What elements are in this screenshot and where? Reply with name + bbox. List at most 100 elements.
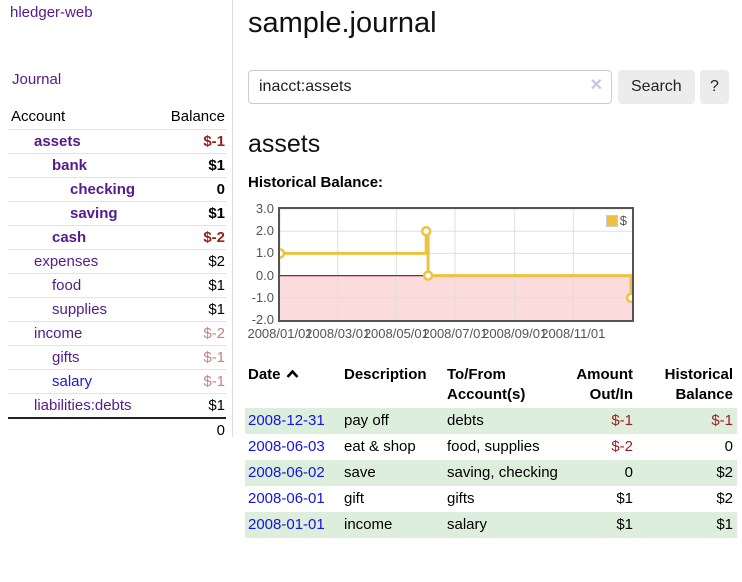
transaction-balance: $2: [716, 464, 733, 481]
transaction-accounts: gifts: [447, 490, 475, 507]
x-axis-tick-label: 2008/01/01: [247, 326, 313, 341]
transaction-date-link[interactable]: 2008-01-01: [248, 516, 325, 533]
account-link[interactable]: liabilities:debts: [34, 397, 132, 414]
register-col-balance: Historical Balance: [664, 366, 733, 403]
accounts-total-value: 0: [157, 417, 226, 442]
register-col-tofrom: To/From Account(s): [447, 366, 526, 403]
account-balance: $-1: [157, 345, 226, 370]
account-link[interactable]: food: [52, 277, 82, 294]
transaction-date-link[interactable]: 2008-12-31: [248, 412, 325, 429]
register-col-date: Date: [245, 363, 344, 408]
account-balance: $1: [157, 153, 226, 178]
account-link[interactable]: gifts: [52, 349, 80, 366]
account-balance: $1: [157, 273, 226, 298]
register-row: 2008-06-02 save saving, checking 0 $2: [245, 460, 737, 486]
chart-legend: $: [604, 213, 628, 228]
account-link[interactable]: expenses: [34, 253, 99, 270]
transaction-description: income: [344, 516, 393, 533]
legend-swatch-icon: [605, 214, 618, 227]
transaction-date-link[interactable]: 2008-06-02: [248, 464, 325, 481]
account-link[interactable]: bank: [52, 157, 88, 174]
x-axis-tick-label: 2008/11/01: [541, 326, 606, 341]
register-row: 2008-06-03 eat & shop food, supplies $-2…: [245, 434, 737, 460]
transaction-date-link[interactable]: 2008-06-01: [248, 490, 325, 507]
transaction-accounts: debts: [447, 412, 484, 429]
account-row: saving $1: [8, 201, 226, 226]
transaction-amount: $1: [616, 516, 633, 533]
accounts-col-balance: Balance: [170, 108, 225, 125]
transaction-balance: 0: [724, 438, 733, 455]
search-input[interactable]: [248, 70, 612, 104]
account-link[interactable]: supplies: [52, 301, 108, 318]
clear-search-icon[interactable]: ✕: [589, 77, 603, 94]
account-row: assets $-1: [8, 129, 226, 154]
page-title: sample.journal: [248, 7, 437, 39]
y-axis-tick-label: -2.0: [251, 312, 274, 327]
search-button[interactable]: Search: [618, 70, 695, 104]
account-row: expenses $2: [8, 249, 226, 274]
transaction-date-link[interactable]: 2008-06-03: [248, 438, 325, 455]
x-axis-tick-label: 2008/05/01: [363, 326, 429, 341]
sidebar-item-journal[interactable]: Journal: [12, 71, 62, 88]
transaction-accounts: food, supplies: [447, 438, 540, 455]
account-balance: $1: [157, 393, 226, 418]
transaction-balance: $-1: [711, 412, 733, 429]
transaction-amount: $-2: [611, 438, 633, 455]
transaction-description: pay off: [344, 412, 389, 429]
app-title-link[interactable]: hledger-web: [10, 4, 93, 21]
account-balance: $-2: [157, 321, 226, 346]
account-link[interactable]: income: [34, 325, 83, 342]
account-row: gifts $-1: [8, 345, 226, 370]
transaction-amount: 0: [624, 464, 633, 481]
account-row: income $-2: [8, 321, 226, 346]
transaction-balance: $1: [716, 516, 733, 533]
register-row: 2008-12-31 pay off debts $-1 $-1: [245, 408, 737, 434]
account-heading: assets: [248, 130, 321, 158]
accounts-total-row: 0: [8, 417, 226, 442]
account-balance: $1: [157, 297, 226, 322]
account-row: cash $-2: [8, 225, 226, 250]
register-row: 2008-01-01 income salary $1 $1: [245, 512, 737, 538]
register-row: 2008-06-01 gift gifts $1 $2: [245, 486, 737, 512]
account-row: liabilities:debts $1: [8, 393, 226, 418]
register-col-amount: Amount Out/In: [576, 366, 633, 403]
account-link[interactable]: saving: [70, 205, 118, 222]
help-button[interactable]: ?: [700, 70, 729, 104]
account-balance: $-1: [157, 129, 226, 154]
transaction-amount: $-1: [611, 412, 633, 429]
transaction-description: gift: [344, 490, 365, 507]
x-axis-tick-label: 2008/09/01: [482, 326, 548, 341]
register-table: Date Description To/From Account(s) Amoun…: [245, 363, 737, 538]
y-axis-tick-label: 2.0: [255, 223, 274, 239]
y-axis-tick-label: 0.0: [255, 267, 274, 283]
accounts-col-account: Account: [11, 108, 66, 125]
transaction-description: eat & shop: [344, 438, 416, 455]
account-link[interactable]: cash: [52, 229, 87, 246]
account-link[interactable]: assets: [34, 133, 81, 150]
account-balance: $-1: [157, 369, 226, 394]
sidebar: hledger-web Journal Account Balance asse…: [0, 0, 233, 442]
register-col-description: Description: [344, 366, 427, 383]
transaction-accounts: salary: [447, 516, 488, 533]
account-row: food $1: [8, 273, 226, 298]
sort-ascending-icon: [286, 365, 299, 385]
legend-label: $: [619, 213, 627, 228]
register-header-row: Date Description To/From Account(s) Amoun…: [245, 363, 737, 408]
transaction-amount: $1: [616, 490, 633, 507]
account-row: bank $1: [8, 153, 226, 178]
account-link[interactable]: checking: [70, 181, 136, 198]
account-row: checking 0: [8, 177, 226, 202]
chart-plot-area: $: [278, 207, 634, 322]
x-axis-tick-label: 2008/03/01: [305, 326, 371, 341]
y-axis-tick-label: 1.0: [255, 245, 274, 261]
account-balance: $1: [157, 201, 226, 226]
account-balance: 0: [157, 177, 226, 202]
account-link[interactable]: salary: [52, 373, 93, 390]
account-balance: $2: [157, 249, 226, 274]
chart-title: Historical Balance:: [248, 174, 384, 191]
transaction-balance: $2: [716, 490, 733, 507]
transaction-description: save: [344, 464, 376, 481]
account-row: salary $-1: [8, 369, 226, 394]
accounts-table: Account Balance assets $-1 bank $1 check…: [8, 106, 226, 442]
main-panel: sample.journal ✕ Search ? assets Histori…: [245, 0, 742, 538]
